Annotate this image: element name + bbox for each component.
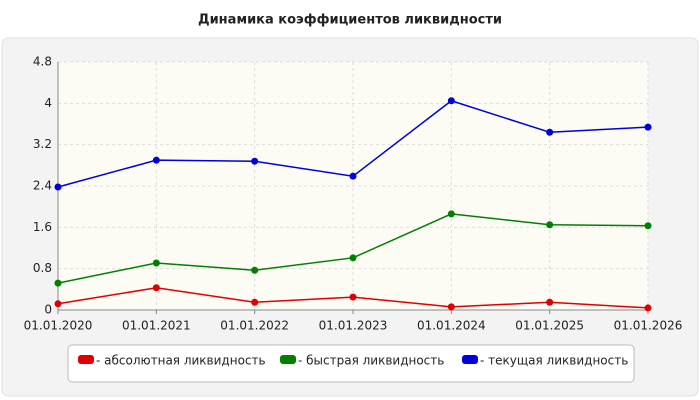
point xyxy=(349,254,357,262)
x-tick-label: 01.01.2026 xyxy=(614,319,683,333)
x-tick-label: 01.01.2021 xyxy=(122,319,191,333)
x-tick-label: 01.01.2020 xyxy=(24,319,93,333)
x-tick-label: 01.01.2022 xyxy=(220,319,289,333)
point xyxy=(349,172,357,180)
point xyxy=(447,303,455,311)
x-tick-label: 01.01.2024 xyxy=(417,319,486,333)
y-tick-label: 1.6 xyxy=(33,220,52,234)
point xyxy=(349,293,357,301)
point xyxy=(54,279,62,287)
point xyxy=(251,298,259,306)
point xyxy=(447,97,455,105)
x-tick-label: 01.01.2025 xyxy=(515,319,584,333)
y-tick-label: 0.8 xyxy=(33,261,52,275)
point xyxy=(447,210,455,218)
point xyxy=(152,156,160,164)
point xyxy=(644,123,652,131)
point xyxy=(152,259,160,267)
y-tick-label: 3.2 xyxy=(33,137,52,151)
x-tick-label: 01.01.2023 xyxy=(319,319,388,333)
y-tick-label: 4.8 xyxy=(33,55,52,69)
chart-title: Динамика коэффициентов ликвидности xyxy=(198,13,502,28)
legend xyxy=(67,344,635,383)
legend-label: - текущая ликвидность xyxy=(480,354,628,368)
y-tick-label: 0 xyxy=(44,303,52,317)
legend-label: - абсолютная ликвидность xyxy=(96,354,266,368)
y-tick-label: 4 xyxy=(44,96,52,110)
legend-swatch xyxy=(78,355,94,364)
point xyxy=(54,300,62,308)
y-tick-label: 2.4 xyxy=(33,179,52,193)
point xyxy=(152,284,160,292)
legend-swatch xyxy=(462,355,478,364)
point xyxy=(644,222,652,230)
point xyxy=(644,304,652,312)
point xyxy=(546,298,554,306)
point xyxy=(251,266,259,274)
legend-label: - быстрая ликвидность xyxy=(298,354,444,368)
point xyxy=(251,157,259,165)
point xyxy=(54,183,62,191)
point xyxy=(546,128,554,136)
legend-swatch xyxy=(280,355,296,364)
point xyxy=(546,221,554,229)
